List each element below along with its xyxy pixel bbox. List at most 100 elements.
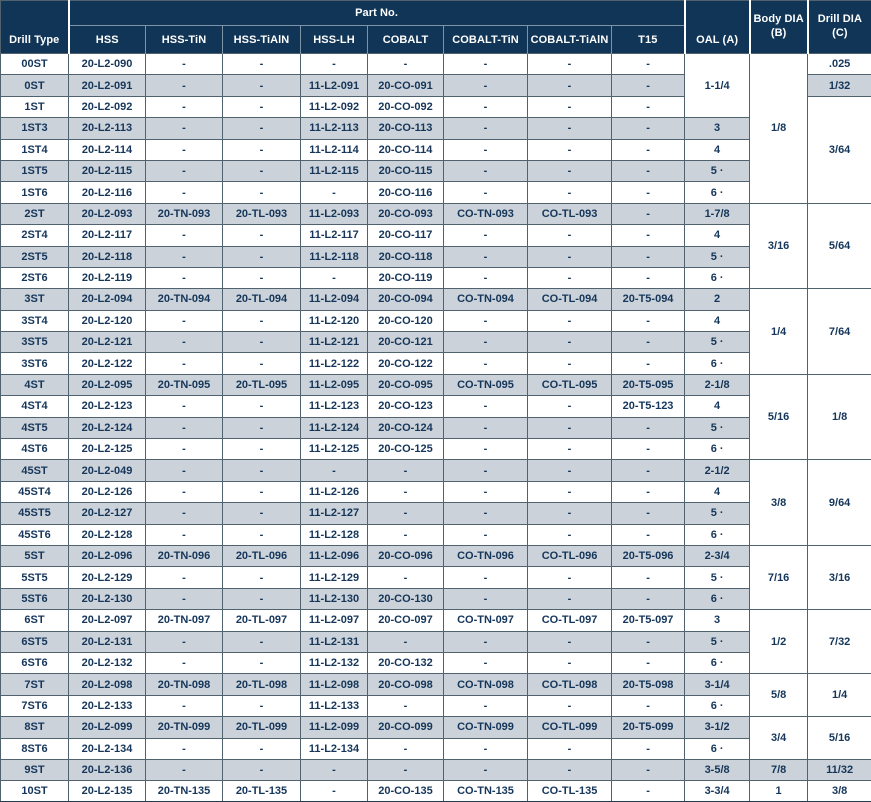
column-header-oal: OAL (A) xyxy=(683,0,750,54)
part-number-cell: - xyxy=(222,459,301,482)
part-number-cell: CO-TL-099 xyxy=(527,716,612,739)
body-dia-label: Body DIA xyxy=(753,13,804,26)
part-number-cell: - xyxy=(443,459,528,482)
part-number-cell: 20-L2-134 xyxy=(68,737,146,760)
table-row: 4ST6 20-L2-125- -11-L2-125 20-CO-125- - -6 · xyxy=(0,438,871,461)
part-number-cell: - xyxy=(145,159,223,183)
drill-type-cell: 4ST5 xyxy=(0,416,69,440)
part-number-cell: 20-T5-123 xyxy=(610,395,686,418)
oal-cell: 5 · xyxy=(684,416,751,440)
part-number-cell: 20-CO-123 xyxy=(367,395,444,418)
part-number-cell: - xyxy=(222,95,301,119)
part-number-cell: - xyxy=(443,95,528,119)
part-number-cell: - xyxy=(145,416,223,440)
part-number-cell: 20-TL-098 xyxy=(222,673,301,696)
part-number-cell: 20-CO-119 xyxy=(367,266,444,290)
part-number-cell: - xyxy=(145,694,223,718)
body-dia-cell: 7/16 xyxy=(749,544,809,611)
table-row: 45ST6 20-L2-128- -11-L2-128- - - -6 · xyxy=(0,523,871,546)
part-number-cell: - xyxy=(443,523,528,546)
part-number-cell: 11-L2-125 xyxy=(300,438,368,461)
drill-type-cell: 1ST4 xyxy=(0,138,69,161)
part-number-cell: - xyxy=(527,566,612,589)
table-row: 0ST 20-L2-091- -11-L2-091 20-CO-091- - -1/32 xyxy=(0,74,871,97)
part-number-cell: - xyxy=(527,737,612,760)
body-dia-cell: 5/16 xyxy=(749,373,809,461)
drill-dia-sub-label: (C) xyxy=(832,27,848,39)
part-number-cell: - xyxy=(145,395,223,418)
part-number-cell: - xyxy=(443,502,528,525)
part-number-cell: - xyxy=(145,480,223,504)
part-number-cell: 11-L2-098 xyxy=(300,673,368,696)
part-number-cell: 20-TN-095 xyxy=(145,373,223,397)
part-number-cell: 20-L2-123 xyxy=(68,395,146,418)
part-number-cell: 20-CO-099 xyxy=(367,716,444,739)
column-header-cobalt: COBALT xyxy=(367,25,444,54)
part-number-cell: 20-TN-135 xyxy=(145,780,223,802)
part-number-cell: - xyxy=(443,245,528,268)
table-row: 5ST5 20-L2-129- -11-L2-129- - - -5 · xyxy=(0,566,871,589)
part-number-cell: - xyxy=(610,352,686,375)
part-number-cell: - xyxy=(145,352,223,375)
part-number-cell: - xyxy=(527,395,612,418)
part-number-cell: - xyxy=(145,502,223,525)
table-row: 4ST 20-L2-095 20-TN-095 20-TL-095 11-L2-095 2… xyxy=(0,373,871,461)
drill-dia-cell: .025 xyxy=(807,52,871,76)
part-number-cell: - xyxy=(145,630,223,653)
drill-type-cell: 3ST xyxy=(0,288,69,311)
part-number-cell: 11-L2-127 xyxy=(300,502,368,525)
part-number-cell: - xyxy=(443,138,528,161)
body-dia-cell: 3/4 xyxy=(749,716,809,760)
part-number-cell: - xyxy=(527,331,612,354)
part-number-cell: CO-TN-093 xyxy=(443,202,528,226)
part-number-cell: - xyxy=(222,245,301,268)
part-number-cell: - xyxy=(222,266,301,290)
part-number-cell: - xyxy=(145,331,223,354)
drill-dia-label: Drill DIA xyxy=(817,13,862,26)
part-number-cell: 11-L2-113 xyxy=(300,117,368,140)
part-number-cell: 11-L2-132 xyxy=(300,651,368,675)
drill-type-cell: 00ST xyxy=(0,52,69,76)
part-number-cell: - xyxy=(527,438,612,461)
part-number-cell: 20-L2-135 xyxy=(68,780,146,802)
drill-type-cell: 3ST6 xyxy=(0,352,69,375)
column-header-body-dia: Body DIA (B) xyxy=(748,0,808,54)
part-number-cell: - xyxy=(222,694,301,718)
drill-type-cell: 2ST xyxy=(0,202,69,226)
part-number-cell: - xyxy=(610,266,686,290)
part-number-cell: 20-TL-135 xyxy=(222,780,301,802)
part-number-cell: - xyxy=(610,523,686,546)
drill-type-cell: 10ST xyxy=(0,780,69,802)
part-number-cell: 20-CO-098 xyxy=(367,673,444,696)
part-number-cell: 20-CO-095 xyxy=(367,373,444,397)
part-number-cell: 11-L2-094 xyxy=(300,288,368,311)
part-number-cell: - xyxy=(145,309,223,333)
drill-type-cell: 7ST xyxy=(0,673,69,696)
part-number-cell: - xyxy=(527,266,612,290)
oal-cell: 2 xyxy=(684,288,751,311)
part-number-cell: - xyxy=(145,651,223,675)
part-number-cell: CO-TN-099 xyxy=(443,716,528,739)
part-number-cell: - xyxy=(610,502,686,525)
part-number-cell: - xyxy=(222,181,301,204)
part-number-cell: - xyxy=(443,331,528,354)
part-number-cell: CO-TL-097 xyxy=(527,609,612,632)
drill-dia-cell: 3/64 xyxy=(807,95,871,204)
column-header-cobalt-tin: COBALT-TiN xyxy=(443,25,528,54)
part-number-cell: 20-L2-049 xyxy=(68,459,146,482)
part-number-cell: - xyxy=(443,224,528,247)
part-number-cell: - xyxy=(145,587,223,611)
part-number-cell: - xyxy=(443,758,528,782)
part-number-cell: - xyxy=(443,694,528,718)
part-number-cell: - xyxy=(222,52,301,76)
column-header-hss: HSS xyxy=(67,25,146,54)
part-number-cell: 20-CO-121 xyxy=(367,331,444,354)
part-number-cell: - xyxy=(610,245,686,268)
part-number-cell: CO-TL-135 xyxy=(527,780,612,802)
oal-cell: 3-5/8 xyxy=(684,758,751,782)
oal-cell: 4 xyxy=(684,309,751,333)
part-number-cell: 11-L2-115 xyxy=(300,159,368,183)
part-number-cell: - xyxy=(527,224,612,247)
part-number-cell: 20-CO-114 xyxy=(367,138,444,161)
body-dia-cell: 7/8 xyxy=(749,758,809,782)
